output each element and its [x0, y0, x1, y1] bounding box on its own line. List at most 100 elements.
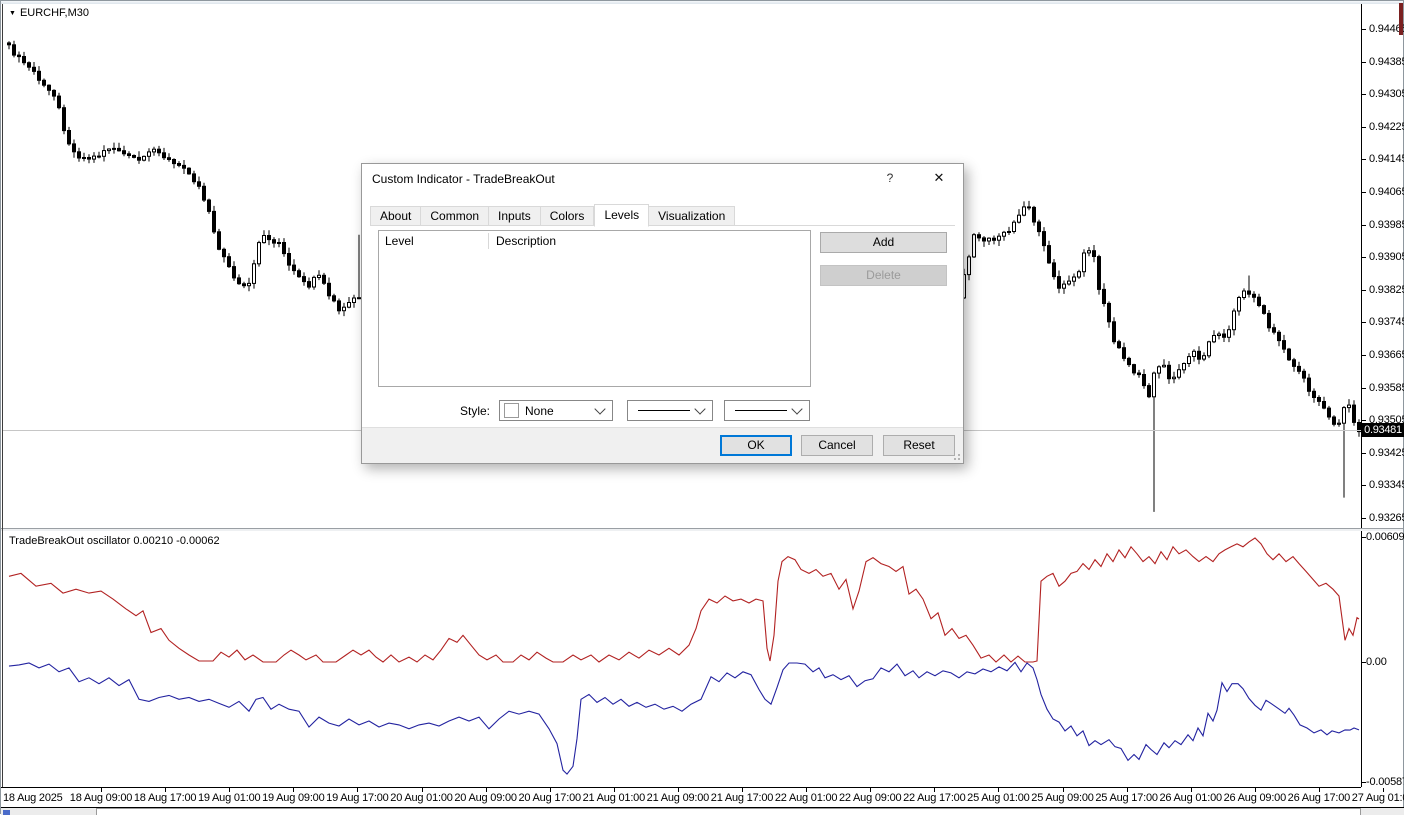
- tab-common[interactable]: Common: [421, 206, 490, 226]
- chevron-down-icon: [694, 402, 706, 415]
- line-width-dropdown[interactable]: [627, 400, 713, 421]
- dialog-footer: OK Cancel Reset: [362, 427, 963, 463]
- help-button[interactable]: ?: [886, 171, 894, 185]
- time-tick-mark: [1191, 788, 1192, 792]
- oscillator-value-2: -0.00062: [176, 535, 220, 547]
- time-tick-label: 27 Aug 01:00: [1351, 792, 1404, 804]
- time-tick-label: 18 Aug 09:00: [69, 792, 133, 804]
- line-sample: [735, 410, 787, 411]
- price-tick-mark: [1362, 388, 1366, 389]
- chart-tab-stub[interactable]: [3, 810, 10, 815]
- dialog-title: Custom Indicator - TradeBreakOut: [372, 172, 555, 186]
- dialog-tabs: About Common Inputs Colors Levels Visualizati…: [370, 204, 736, 227]
- price-tick-mark: [1362, 127, 1366, 128]
- style-color-value: None: [525, 403, 554, 418]
- tab-inputs[interactable]: Inputs: [489, 206, 541, 226]
- price-tick-mark: [1362, 29, 1366, 30]
- delete-button: Delete: [820, 265, 947, 286]
- tab-colors[interactable]: Colors: [540, 206, 595, 226]
- time-tick-label: 20 Aug 09:00: [454, 792, 517, 804]
- resize-grip[interactable]: [958, 458, 960, 460]
- price-tick-mark: [1362, 192, 1366, 193]
- time-tick-label: 25 Aug 09:00: [1031, 792, 1094, 804]
- time-tick-label: 18 Aug 2025: [3, 792, 63, 804]
- window-top-edge: [1, 1, 1403, 4]
- price-tick-label: 0.94225: [1369, 121, 1404, 133]
- time-tick-label: 26 Aug 17:00: [1287, 792, 1351, 804]
- time-tick-label: 21 Aug 01:00: [582, 792, 646, 804]
- symbol-label[interactable]: ▼ EURCHF,M30: [9, 7, 89, 19]
- time-tick-label: 26 Aug 01:00: [1159, 792, 1222, 804]
- oscillator-tick-label: -0.00587: [1366, 776, 1404, 788]
- add-button[interactable]: Add: [820, 232, 947, 253]
- time-tick-mark: [357, 788, 358, 792]
- chart-left-border: [2, 4, 3, 787]
- symbol-label-text: EURCHF,M30: [19, 7, 90, 19]
- style-label: Style:: [459, 404, 490, 418]
- tab-levels[interactable]: Levels: [594, 204, 650, 227]
- time-tick-mark: [678, 788, 679, 792]
- scroll-edge-marker: [1399, 3, 1403, 35]
- time-tick-label: 21 Aug 17:00: [710, 792, 774, 804]
- price-tick-label: 0.93585: [1369, 382, 1404, 394]
- chevron-down-icon: [594, 402, 606, 415]
- oscillator-title: TradeBreakOut oscillator 0.00210 -0.0006…: [9, 535, 220, 547]
- price-tick-mark: [1362, 257, 1366, 258]
- column-header-description[interactable]: Description: [496, 234, 557, 248]
- oscillator-line-lower: [8, 661, 1360, 775]
- time-tick-mark: [998, 788, 999, 792]
- chevron-down-icon: ▼: [9, 10, 16, 17]
- panel-divider[interactable]: [1, 528, 1403, 531]
- ok-button[interactable]: OK: [720, 435, 792, 456]
- oscillator-chart[interactable]: [1, 531, 1361, 787]
- time-tick-mark: [422, 788, 423, 792]
- price-tick-mark: [1362, 322, 1366, 323]
- price-tick-mark: [1362, 225, 1366, 226]
- close-icon[interactable]: ✕: [933, 170, 945, 185]
- price-tick-mark: [1362, 62, 1366, 63]
- price-tick-label: 0.94385: [1369, 56, 1404, 68]
- price-tick-label: 0.94145: [1369, 153, 1404, 165]
- price-tick-mark: [1362, 485, 1366, 486]
- time-tick-label: 22 Aug 09:00: [838, 792, 902, 804]
- price-tick-label: 0.93345: [1369, 479, 1404, 491]
- time-tick-mark: [870, 788, 871, 792]
- tab-about[interactable]: About: [370, 206, 422, 226]
- price-tick-mark: [1362, 159, 1366, 160]
- time-tick-label: 20 Aug 01:00: [390, 792, 453, 804]
- price-axis-border: [1361, 4, 1362, 528]
- custom-indicator-dialog: Custom Indicator - TradeBreakOut ? ✕ Abo…: [361, 163, 964, 464]
- oscillator-tick-mark: [1362, 537, 1366, 538]
- column-header-level[interactable]: Level: [379, 233, 489, 249]
- levels-list[interactable]: Level Description: [378, 230, 811, 387]
- oscillator-tick-label: 0.00: [1366, 656, 1387, 668]
- style-color-dropdown[interactable]: None: [499, 400, 613, 421]
- time-tick-mark: [293, 788, 294, 792]
- oscillator-baseline: [1, 787, 1361, 788]
- chevron-down-icon: [791, 402, 803, 415]
- horizontal-scrollbar[interactable]: [96, 808, 1361, 815]
- price-tick-label: 0.94065: [1369, 186, 1404, 198]
- current-price-tag: 0.93481: [1361, 423, 1404, 437]
- time-tick-mark: [1127, 788, 1128, 792]
- time-tick-label: 25 Aug 17:00: [1095, 792, 1158, 804]
- time-tick-label: 19 Aug 17:00: [326, 792, 389, 804]
- time-tick-label: 18 Aug 17:00: [133, 792, 197, 804]
- color-swatch: [504, 403, 519, 418]
- price-tick-mark: [1362, 420, 1366, 421]
- oscillator-tick-label: 0.00609: [1366, 531, 1404, 543]
- oscillator-axis-border: [1361, 531, 1362, 787]
- time-tick-label: 19 Aug 01:00: [197, 792, 261, 804]
- tab-visualization[interactable]: Visualization: [649, 206, 736, 226]
- time-tick-label: 22 Aug 01:00: [774, 792, 838, 804]
- price-tick-mark: [1362, 94, 1366, 95]
- time-tick-mark: [1255, 788, 1256, 792]
- price-tick-label: 0.93985: [1369, 219, 1404, 231]
- line-style-dropdown[interactable]: [724, 400, 810, 421]
- time-tick-mark: [229, 788, 230, 792]
- cancel-button[interactable]: Cancel: [801, 435, 873, 456]
- time-tick-mark: [934, 788, 935, 792]
- oscillator-tick-mark: [1362, 782, 1366, 783]
- reset-button[interactable]: Reset: [883, 435, 955, 456]
